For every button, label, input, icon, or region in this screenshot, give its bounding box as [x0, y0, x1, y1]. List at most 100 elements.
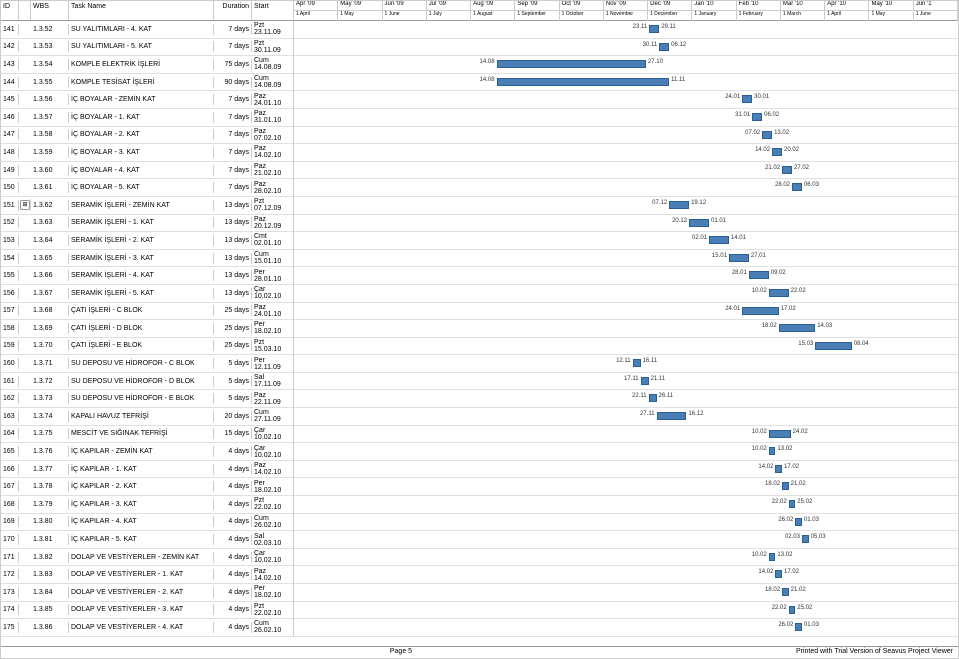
gantt-bar[interactable] — [749, 271, 769, 279]
table-row[interactable]: 1701.3.81İÇ KAPILAR - 5. KAT4 daysSal 02… — [1, 531, 958, 549]
table-row[interactable]: 1721.3.83DOLAP VE VESTİYERLER - 1. KAT4 … — [1, 566, 958, 584]
header-start[interactable]: Start — [252, 1, 294, 20]
gantt-bar[interactable] — [742, 307, 779, 315]
cell-id: 154 — [1, 253, 19, 264]
gantt-bar[interactable] — [752, 113, 762, 121]
gantt-bar[interactable] — [792, 183, 802, 191]
table-row[interactable]: 1731.3.84DOLAP VE VESTİYERLER - 2. KAT4 … — [1, 584, 958, 602]
table-row[interactable]: 1421.3.53SU YALITIMLARI - 5. KAT7 daysPz… — [1, 39, 958, 57]
table-row[interactable]: 1621.3.73SU DEPOSU VE HİDROFOR - E BLOK5… — [1, 390, 958, 408]
table-row[interactable]: 1631.3.74KAPALI HAVUZ TEFRİŞİ20 daysCum … — [1, 408, 958, 426]
bar-end-label: 06.03 — [804, 182, 819, 188]
bar-start-label: 10.02 — [752, 446, 767, 452]
table-row[interactable]: 1491.3.60İÇ BOYALAR - 4. KAT7 daysPaz 21… — [1, 162, 958, 180]
header-info[interactable] — [19, 1, 31, 20]
table-row[interactable]: 1671.3.78İÇ KAPILAR - 2. KAT4 daysPer 18… — [1, 478, 958, 496]
gantt-bar[interactable] — [729, 254, 749, 262]
gantt-bar[interactable] — [795, 623, 802, 631]
gantt-bar[interactable] — [772, 148, 782, 156]
table-row[interactable]: 1531.3.64SERAMİK İŞLERİ - 2. KAT13 daysC… — [1, 232, 958, 250]
table-row[interactable]: 1541.3.65SERAMİK İŞLERİ - 3. KAT13 daysC… — [1, 250, 958, 268]
gantt-bar[interactable] — [649, 394, 657, 402]
header-id[interactable]: ID — [1, 1, 19, 20]
submonth-header: 1 May — [869, 11, 913, 21]
cell-start: Pzt 30.11.09 — [252, 38, 294, 56]
gantt-bar[interactable] — [775, 570, 782, 578]
header-duration[interactable]: Duration — [214, 1, 252, 20]
cell-duration: 13 days — [214, 217, 252, 228]
cell-id: 174 — [1, 604, 19, 615]
gantt-bar[interactable] — [779, 324, 816, 332]
table-row[interactable]: 1521.3.63SERAMİK İŞLERİ - 1. KAT13 daysP… — [1, 215, 958, 233]
table-row[interactable]: 1751.3.86DOLAP VE VESTİYERLER - 4. KAT4 … — [1, 619, 958, 637]
bar-end-label: 30.01 — [754, 94, 769, 100]
gantt-bar[interactable] — [689, 219, 709, 227]
bar-end-label: 11.11 — [671, 77, 685, 83]
gantt-bar[interactable] — [789, 606, 796, 614]
gantt-bar[interactable] — [669, 201, 689, 209]
table-row[interactable]: 1411.3.52SU YALITIMLARI - 4. KAT7 daysPz… — [1, 21, 958, 39]
gantt-bar[interactable] — [769, 430, 791, 438]
table-row[interactable]: 1551.3.66SERAMİK İŞLERİ - 4. KAT13 daysP… — [1, 267, 958, 285]
table-row[interactable]: 1561.3.67SERAMİK İŞLERİ - 5. KAT13 daysÇ… — [1, 285, 958, 303]
header-wbs[interactable]: WBS — [31, 1, 69, 20]
table-row[interactable]: 1611.3.72SU DEPOSU VE HİDROFOR - D BLOK5… — [1, 373, 958, 391]
table-row[interactable]: 1681.3.79İÇ KAPILAR - 3. KAT4 daysPzt 22… — [1, 496, 958, 514]
table-row[interactable]: 1661.3.77İÇ KAPILAR - 1. KAT4 daysPaz 14… — [1, 461, 958, 479]
gantt-bar[interactable] — [782, 588, 789, 596]
gantt-bar[interactable] — [815, 342, 852, 350]
gantt-bar[interactable] — [709, 236, 729, 244]
cell-start: Cum 14.08.09 — [252, 55, 294, 73]
cell-wbs: 1.3.58 — [31, 129, 69, 140]
cell-id: 172 — [1, 569, 19, 580]
cell-task: SU DEPOSU VE HİDROFOR - C BLOK — [69, 358, 214, 369]
gantt-bar[interactable] — [633, 359, 641, 367]
table-row[interactable]: 1501.3.61İÇ BOYALAR - 5. KAT7 daysPaz 28… — [1, 179, 958, 197]
table-row[interactable]: 1441.3.55KOMPLE TESİSAT İŞLERİ90 daysCum… — [1, 74, 958, 92]
gantt-bar[interactable] — [795, 518, 802, 526]
table-row[interactable]: 1461.3.57İÇ BOYALAR - 1. KAT7 daysPaz 31… — [1, 109, 958, 127]
table-row[interactable]: 1641.3.75MESCİT VE SIĞINAK TEFRİŞİ15 day… — [1, 426, 958, 444]
gantt-bar[interactable] — [649, 25, 659, 33]
gantt-bar[interactable] — [769, 447, 776, 455]
table-row[interactable]: 1451.3.56İÇ BOYALAR - ZEMİN KAT7 daysPaz… — [1, 91, 958, 109]
table-row[interactable]: 1591.3.70ÇATI İŞLERİ - E BLOK25 daysPzt … — [1, 338, 958, 356]
cell-start: Çar 10.02.10 — [252, 425, 294, 443]
table-row[interactable]: 1431.3.54KOMPLE ELEKTRİK İŞLERİ75 daysCu… — [1, 56, 958, 74]
gantt-bar[interactable] — [782, 166, 792, 174]
table-row[interactable]: 1471.3.58İÇ BOYALAR - 2. KAT7 daysPaz 07… — [1, 127, 958, 145]
gantt-bar[interactable] — [497, 78, 670, 86]
gantt-bar[interactable] — [641, 377, 649, 385]
gantt-cell: 28.0206.03 — [294, 179, 958, 196]
month-header: Aug '09 — [471, 1, 515, 10]
table-row[interactable]: 1581.3.69ÇATI İŞLERİ - D BLOK25 daysPer … — [1, 320, 958, 338]
cell-task: İÇ BOYALAR - 5. KAT — [69, 182, 214, 193]
gantt-bar[interactable] — [497, 60, 646, 68]
bar-start-label: 12.11 — [616, 358, 631, 364]
gantt-bar[interactable] — [789, 500, 796, 508]
header-task[interactable]: Task Name — [69, 1, 214, 20]
gantt-bar[interactable] — [769, 553, 776, 561]
month-header: Jan '10 — [692, 1, 736, 10]
bar-start-label: 20.12 — [672, 218, 687, 224]
cell-start: Per 28.01.10 — [252, 267, 294, 285]
gantt-bar[interactable] — [762, 131, 772, 139]
gantt-bar[interactable] — [769, 289, 789, 297]
table-row[interactable]: 1741.3.85DOLAP VE VESTİYERLER - 3. KAT4 … — [1, 602, 958, 620]
cell-duration: 4 days — [214, 499, 252, 510]
table-row[interactable]: 1691.3.80İÇ KAPILAR - 4. KAT4 daysCum 26… — [1, 514, 958, 532]
gantt-cell: 24.0130.01 — [294, 91, 958, 108]
bar-end-label: 14.01 — [731, 235, 746, 241]
gantt-bar[interactable] — [742, 95, 752, 103]
gantt-bar[interactable] — [659, 43, 669, 51]
table-row[interactable]: 1571.3.68ÇATI İŞLERİ - C BLOK25 daysPaz … — [1, 303, 958, 321]
gantt-bar[interactable] — [782, 482, 789, 490]
table-row[interactable]: 1481.3.59İÇ BOYALAR - 3. KAT7 daysPaz 14… — [1, 144, 958, 162]
gantt-bar[interactable] — [775, 465, 782, 473]
table-row[interactable]: 1601.3.71SU DEPOSU VE HİDROFOR - C BLOK5… — [1, 355, 958, 373]
table-row[interactable]: 1711.3.82DOLAP VE VESTİYERLER - ZEMİN KA… — [1, 549, 958, 567]
table-row[interactable]: 151⊞1.3.62SERAMİK İŞLERİ - ZEMİN KAT13 d… — [1, 197, 958, 215]
table-row[interactable]: 1651.3.76İÇ KAPILAR - ZEMİN KAT4 daysÇar… — [1, 443, 958, 461]
gantt-bar[interactable] — [657, 412, 687, 420]
gantt-bar[interactable] — [802, 535, 809, 543]
